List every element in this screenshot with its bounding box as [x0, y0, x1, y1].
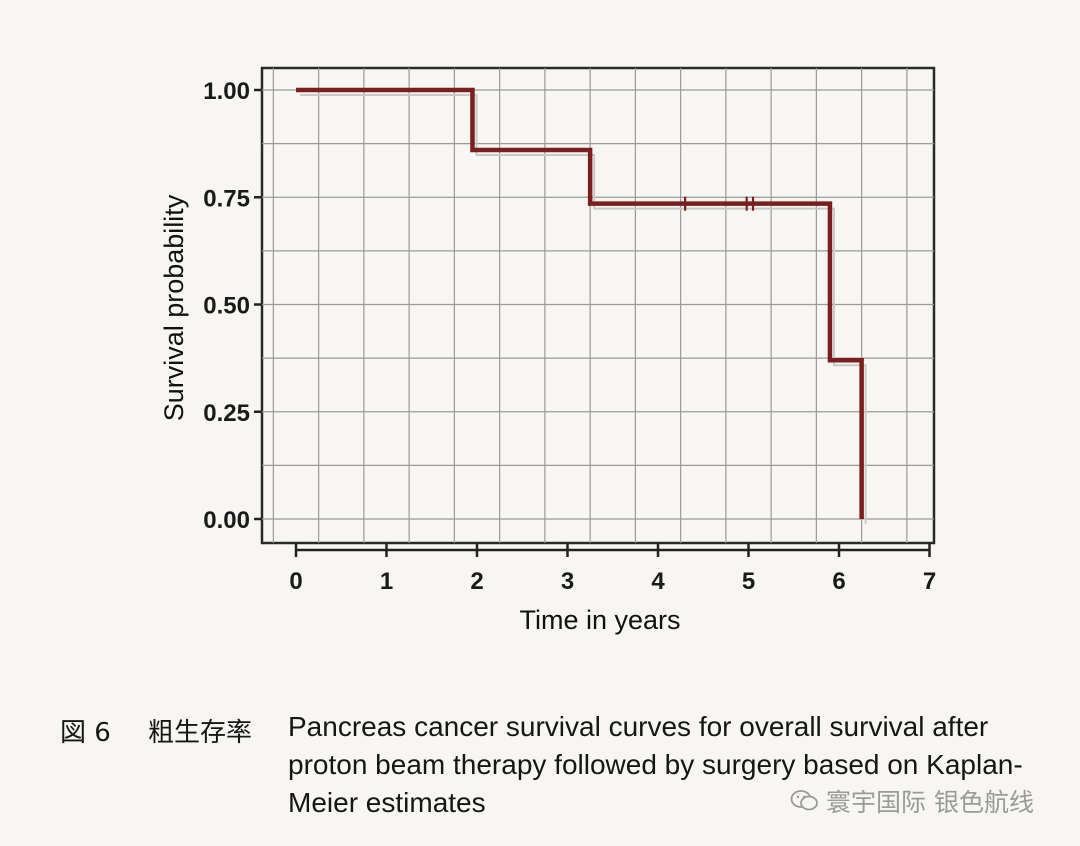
- plot-frame: [260, 66, 936, 545]
- censor-marks: [684, 196, 755, 211]
- curve-shadow: [300, 94, 867, 524]
- x-tick-label: 1: [380, 568, 393, 595]
- y-tick-label: 0.00: [203, 507, 250, 534]
- x-axis-title: Time in years: [519, 605, 680, 635]
- x-tick-label: 5: [742, 568, 755, 595]
- x-tick-label: 6: [832, 568, 845, 595]
- wechat-icon: [790, 790, 818, 811]
- x-tick-label: 7: [923, 568, 936, 595]
- grid-lines: [262, 68, 934, 543]
- y-tick-label: 0.25: [203, 400, 250, 427]
- y-axis-title: Survival probability: [159, 194, 189, 421]
- x-tick-label: 2: [470, 568, 483, 595]
- figure-label: 図 6: [60, 718, 111, 748]
- x-tick-label: 4: [651, 568, 665, 595]
- tick-labels: 1.00 0.75 0.50 0.25 0.00 0 1 2 3 4 5 6 7: [203, 78, 936, 595]
- caption-text: Pancreas cancer survival curves for over…: [288, 708, 1058, 822]
- survival-step-line: [296, 87, 864, 519]
- x-tick-label: 0: [289, 568, 302, 595]
- watermark-text: 寰宇国际 银色航线: [826, 788, 1034, 817]
- survival-curve: [296, 87, 867, 524]
- watermark: 寰宇国际 银色航线: [790, 783, 1034, 819]
- y-tick-label: 1.00: [203, 78, 250, 105]
- axes: [254, 88, 931, 557]
- figure-subtitle: 粗生存率: [148, 718, 253, 748]
- y-tick-label: 0.75: [203, 185, 250, 212]
- survival-chart: 1.00 0.75 0.50 0.25 0.00 0 1 2 3 4 5 6 7 Time in yea…: [159, 66, 936, 635]
- caption-line: proton beam therapy followed by surgery …: [288, 749, 1023, 780]
- caption-line: Pancreas cancer survival curves for over…: [288, 711, 989, 742]
- y-tick-label: 0.50: [203, 293, 250, 320]
- caption-line: Meier estimates: [288, 787, 486, 818]
- x-tick-label: 3: [561, 568, 574, 595]
